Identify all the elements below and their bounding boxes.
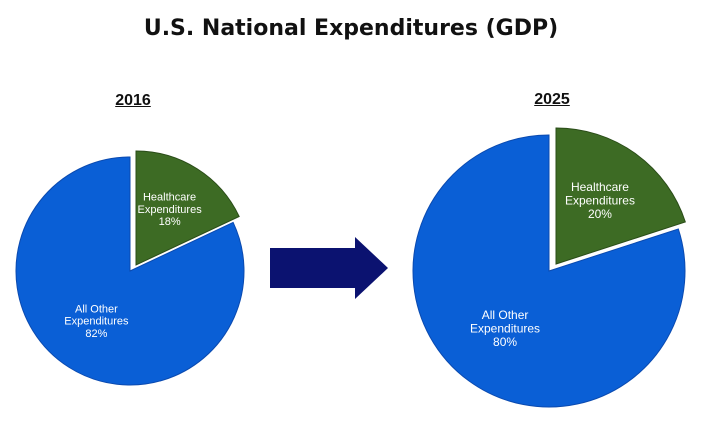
pie-2025-label-all-other-line1: All Other xyxy=(482,308,529,322)
pie-2025-label-healthcare: Healthcare Expenditures 20% xyxy=(565,180,635,221)
pie-2025-slice-all-other xyxy=(412,134,686,408)
right-arrow-icon xyxy=(270,237,388,299)
pie-2016-label-all-other-line2: Expenditures xyxy=(64,316,129,328)
pie-2016-title: 2016 xyxy=(115,92,151,109)
pie-2025-title: 2025 xyxy=(534,91,570,108)
pie-2016-slice-healthcare xyxy=(135,150,240,266)
pie-chart-2016: Healthcare Expenditures 18%All Other Expend… xyxy=(15,150,245,386)
pie-2025-label-healthcare-line1: Healthcare xyxy=(571,180,629,194)
pie-chart-2025: Healthcare Expenditures 20%All Other Expend… xyxy=(412,127,686,408)
chart-title: U.S. National Expenditures (GDP) xyxy=(143,16,559,41)
pie-2016-label-healthcare-line1: Healthcare xyxy=(143,192,196,204)
pie-2016-slice-all-other xyxy=(15,156,245,386)
pie-2025-label-all-other: All Other Expenditures 80% xyxy=(470,308,540,349)
pie-2016-label-all-other-value: 82% xyxy=(85,328,107,340)
pie-2016-label-all-other: All Other Expenditures 82% xyxy=(64,303,129,340)
pie-2025-label-healthcare-value: 20% xyxy=(588,207,612,221)
pie-2025-slice-healthcare xyxy=(555,127,686,265)
pie-2016-label-healthcare: Healthcare Expenditures 18% xyxy=(137,192,202,229)
pie-2016-label-healthcare-line2: Expenditures xyxy=(137,204,202,216)
pie-2025-label-all-other-line2: Expenditures xyxy=(470,321,540,335)
pie-2025-label-healthcare-line2: Expenditures xyxy=(565,193,635,207)
pie-2016-label-all-other-line1: All Other xyxy=(75,303,118,315)
pie-2025-label-all-other-value: 80% xyxy=(493,335,517,349)
pie-2016-label-healthcare-value: 18% xyxy=(159,216,181,228)
